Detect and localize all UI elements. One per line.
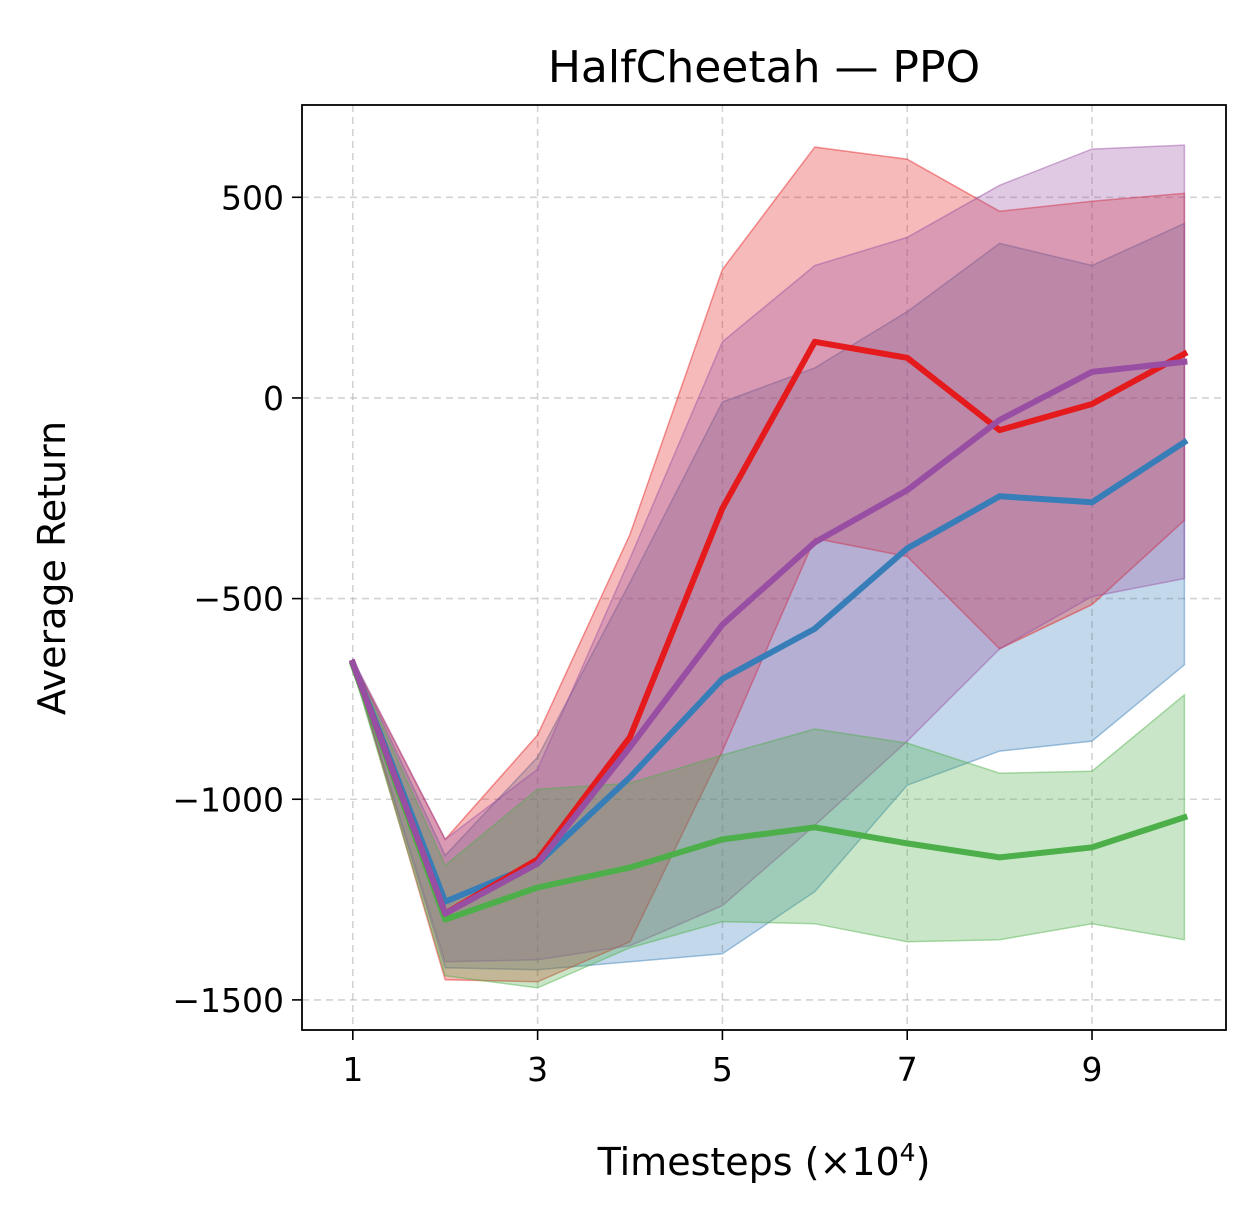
grid-layer: [302, 105, 1226, 1030]
y-tick-label: 0: [263, 379, 284, 418]
x-axis-title-main: Timesteps (×10: [597, 1140, 900, 1184]
x-tick-label: 7: [897, 1050, 918, 1089]
x-axis-ticks: 1 3 5 7 9: [342, 1030, 1103, 1089]
mean-lines: [348, 338, 1189, 923]
y-tick-label: 500: [221, 178, 284, 217]
confidence-bands: [352, 144, 1186, 989]
x-axis-title-exponent: 4: [900, 1138, 916, 1167]
y-tick-label: −1000: [172, 780, 284, 819]
band-green: [352, 660, 1186, 989]
y-axis-ticks: 500 0 −500 −1000 −1500: [172, 178, 302, 1020]
band-red: [352, 146, 1186, 983]
line-green: [348, 660, 1189, 923]
x-axis-title: Timesteps (×104): [597, 1138, 931, 1185]
band-purple: [352, 144, 1186, 963]
line-purple: [348, 358, 1188, 917]
x-tick-label: 5: [712, 1050, 733, 1089]
x-tick-label: 1: [342, 1050, 363, 1089]
y-tick-label: −500: [193, 580, 284, 619]
line-blue: [348, 437, 1189, 905]
x-axis-title-close: ): [916, 1140, 931, 1184]
y-tick-label: −1500: [172, 981, 284, 1020]
plot-frame: [301, 104, 1227, 1031]
y-axis-title: Average Return: [30, 421, 74, 715]
x-tick-label: 9: [1082, 1050, 1103, 1089]
chart-title: HalfCheetah — PPO: [548, 42, 980, 93]
x-tick-label: 3: [527, 1050, 548, 1089]
